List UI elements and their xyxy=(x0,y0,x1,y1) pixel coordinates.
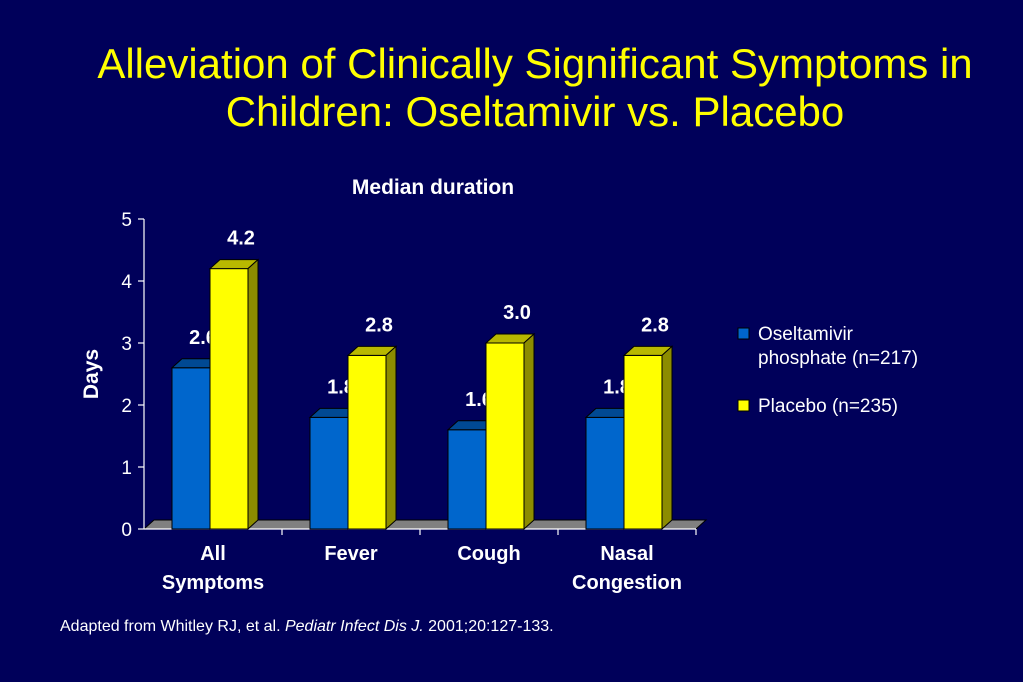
x-tick-label: Symptoms xyxy=(162,572,264,594)
y-tick-label: 0 xyxy=(121,520,132,541)
x-tick-label: Congestion xyxy=(572,572,682,594)
bar-oseltamivir-front xyxy=(309,416,349,530)
y-tick-label: 4 xyxy=(121,272,132,293)
y-tick-label: 1 xyxy=(121,458,132,479)
citation-suffix: 2001;20:127-133. xyxy=(423,618,554,635)
bar-placebo-front xyxy=(347,354,387,530)
legend-label-oseltamivir: Oseltamivir xyxy=(758,324,854,345)
y-tick-label: 5 xyxy=(121,210,132,231)
y-axis-label: Days xyxy=(80,349,103,399)
bar-placebo-front xyxy=(623,354,663,530)
slide-title-line-2: Children: Oseltamivir vs. Placebo xyxy=(225,88,845,135)
bar-placebo-front xyxy=(209,268,249,530)
legend-label-placebo: Placebo (n=235) xyxy=(758,396,898,417)
citation-prefix: Adapted from Whitley RJ, et al. xyxy=(60,618,285,635)
slide-title: Alleviation of Clinically Significant Sy… xyxy=(40,40,1023,136)
bar-placebo-side xyxy=(661,345,673,531)
x-tick-label: Cough xyxy=(457,543,520,565)
data-label-placebo: 4.2 xyxy=(227,228,255,250)
bar-placebo-side xyxy=(385,345,397,531)
legend-label-oseltamivir: phosphate (n=217) xyxy=(758,348,918,369)
y-tick-label: 3 xyxy=(121,334,132,355)
y-tick-label: 2 xyxy=(121,396,132,417)
bar-oseltamivir-front xyxy=(447,429,487,530)
citation-journal: Pediatr Infect Dis J. xyxy=(284,618,424,635)
legend-swatch-oseltamivir xyxy=(737,327,750,340)
chart-title: Median duration xyxy=(352,176,514,199)
data-label-placebo: 2.8 xyxy=(641,314,669,336)
citation-footnote: Adapted from Whitley RJ, et al. Pediatr … xyxy=(60,618,554,636)
bar-oseltamivir-front xyxy=(585,416,625,530)
bar-placebo-front xyxy=(485,342,525,530)
data-label-placebo: 2.8 xyxy=(365,314,393,336)
slide-title-line-1: Alleviation of Clinically Significant Sy… xyxy=(97,40,973,87)
data-label-placebo: 3.0 xyxy=(503,302,531,324)
x-tick-label: Nasal xyxy=(600,543,653,565)
x-tick-label: Fever xyxy=(324,543,378,565)
bar-placebo-side xyxy=(523,332,535,531)
x-tick-label: All xyxy=(200,543,226,565)
bar-placebo-side xyxy=(247,258,259,531)
legend-swatch-placebo xyxy=(737,399,750,412)
bar-oseltamivir-front xyxy=(171,367,211,530)
